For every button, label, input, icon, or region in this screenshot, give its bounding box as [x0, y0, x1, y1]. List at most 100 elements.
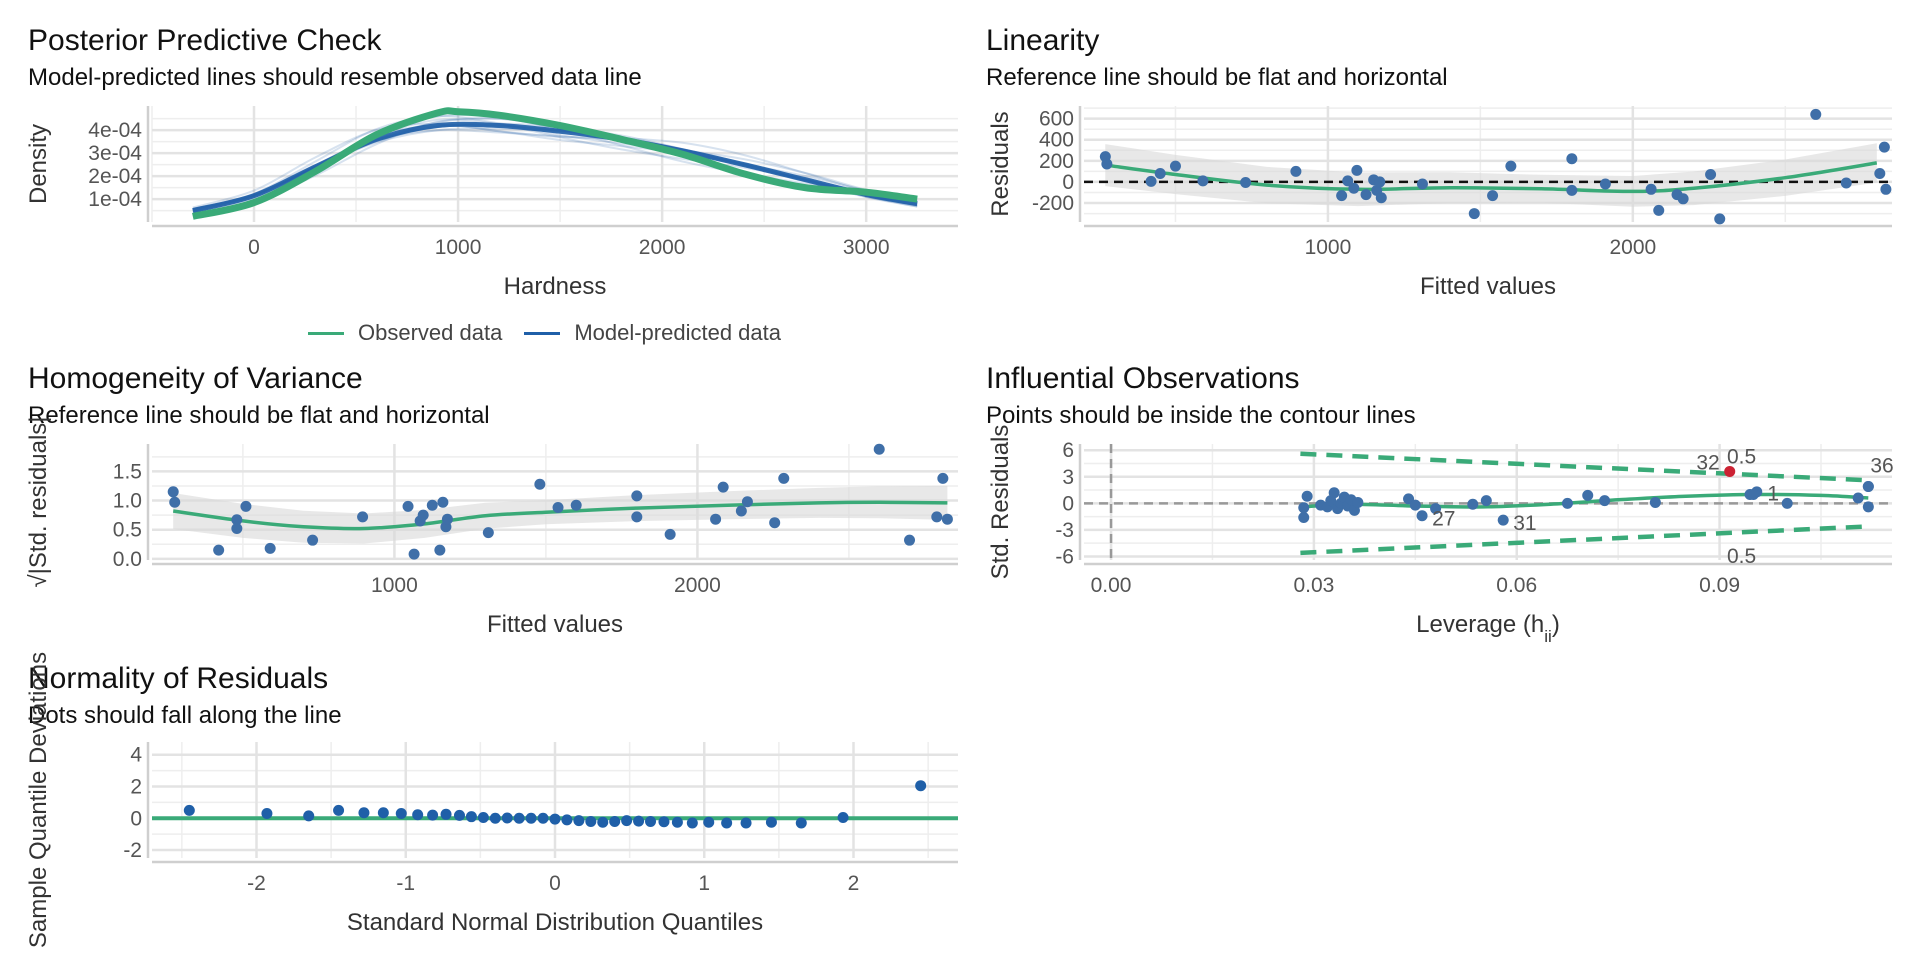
- linearity-point: [1566, 153, 1578, 165]
- normality-point: [765, 816, 777, 828]
- influential-ytick-label: -6: [1055, 545, 1074, 568]
- ppc-title: Posterior Predictive Check: [28, 24, 382, 57]
- homogeneity-ytick-label: 0.0: [113, 548, 142, 571]
- influential-labelled-point: [1416, 510, 1428, 522]
- homogeneity-point: [735, 505, 747, 517]
- influential-point: [1328, 487, 1340, 499]
- linearity-point: [1878, 141, 1890, 153]
- homogeneity-point: [169, 496, 181, 508]
- influential-point: [1430, 503, 1442, 515]
- influential-ytick-label: 6: [1062, 439, 1074, 462]
- ppc-legend: Observed data Model-predicted data: [308, 320, 803, 346]
- linearity-point: [1416, 178, 1428, 190]
- normality-point: [477, 811, 489, 823]
- influential-point-label: 31: [1513, 512, 1536, 535]
- influential-contour-line: [1300, 524, 1869, 556]
- influential-point-label: 27: [1432, 508, 1455, 531]
- linearity-point: [1342, 175, 1354, 187]
- normality-x-axis-label: Standard Normal Distribution Quantiles: [347, 909, 763, 936]
- homogeneity-ytick-label: 1.0: [113, 490, 142, 513]
- homogeneity-point: [570, 499, 582, 511]
- homogeneity-point: [873, 443, 885, 455]
- homogeneity-xtick-label: 2000: [674, 574, 721, 597]
- normality-y-axis-label: Sample Quantile Deviations: [25, 652, 52, 948]
- linearity-title: Linearity: [986, 24, 1100, 57]
- normality-point: [440, 808, 452, 820]
- linearity-ytick-label: -200: [1032, 192, 1074, 215]
- normality-point: [358, 807, 370, 819]
- normality-point: [609, 815, 621, 827]
- homogeneity-point: [240, 500, 252, 512]
- linearity-point: [1145, 175, 1157, 187]
- linearity-point: [1810, 108, 1822, 120]
- normality-title: Normality of Residuals: [28, 662, 329, 695]
- normality-point: [915, 780, 927, 792]
- influential-point: [1561, 497, 1573, 509]
- homogeneity-point: [417, 509, 429, 521]
- influential-point: [1582, 489, 1594, 501]
- normality-point: [645, 815, 657, 827]
- normality-point: [561, 814, 573, 826]
- influential-xtick-label: 0.00: [1091, 574, 1132, 597]
- normality-xtick-label: 0: [549, 872, 561, 895]
- homogeneity-point: [357, 511, 369, 523]
- influential-point: [1301, 490, 1313, 502]
- linearity-point: [1374, 176, 1386, 188]
- legend-item-predicted: Model-predicted data: [524, 320, 781, 346]
- influential-ytick-label: 0: [1062, 492, 1074, 515]
- normality-point: [377, 807, 389, 819]
- influential-point: [1409, 499, 1421, 511]
- influential-labelled-point: [1497, 514, 1509, 526]
- influential-title: Influential Observations: [986, 362, 1300, 395]
- normality-point: [183, 804, 195, 816]
- homogeneity-point: [426, 499, 438, 511]
- influential-point: [1862, 501, 1874, 513]
- ppc-ytick-label: 4e-04: [88, 119, 142, 142]
- homogeneity-point: [769, 517, 781, 529]
- ppc-predicted-draw-line: [192, 117, 918, 216]
- influential-trend-line: [1303, 492, 1869, 509]
- linearity-ytick-label: 0: [1062, 171, 1074, 194]
- linearity-point: [1566, 184, 1578, 196]
- legend-swatch-predicted: [524, 331, 561, 335]
- homogeneity-point: [213, 544, 225, 556]
- linearity-xtick-label: 1000: [1305, 236, 1352, 259]
- homogeneity-point: [264, 542, 276, 554]
- normality-point: [686, 817, 698, 829]
- homogeneity-point: [717, 481, 729, 493]
- normality-point: [633, 815, 645, 827]
- ppc-predicted-draw-line: [192, 115, 918, 210]
- homogeneity-point: [778, 472, 790, 484]
- linearity-point: [1154, 167, 1166, 179]
- normality-point: [549, 813, 561, 825]
- influential-labelled-point: [1747, 488, 1759, 500]
- linearity-point: [1348, 182, 1360, 194]
- linearity-point: [1880, 183, 1892, 195]
- ppc-xtick-label: 2000: [639, 236, 686, 259]
- homogeneity-point: [741, 496, 753, 508]
- normality-xtick-label: 1: [698, 872, 710, 895]
- normality-ytick-label: 0: [130, 807, 142, 830]
- homogeneity-title: Homogeneity of Variance: [28, 362, 363, 395]
- influential-point-label: 36: [1870, 455, 1893, 478]
- normality-point: [525, 812, 537, 824]
- linearity-point: [1705, 169, 1717, 181]
- normality-point: [585, 815, 597, 827]
- normality-point: [427, 809, 439, 821]
- influential-point: [1298, 511, 1310, 523]
- normality-point: [303, 810, 315, 822]
- linearity-confidence-band: [1105, 143, 1877, 207]
- ppc-x-axis-label: Hardness: [504, 273, 607, 300]
- normality-point: [489, 812, 501, 824]
- influential-point: [1852, 492, 1864, 504]
- influential-labelled-point: [1724, 465, 1736, 477]
- linearity-point: [1336, 190, 1348, 202]
- ppc-ytick-label: 3e-04: [88, 142, 142, 165]
- homogeneity-y-axis-label: √|Std. residuals|: [25, 416, 52, 587]
- linearity-point: [1197, 175, 1209, 187]
- normality-point: [671, 816, 683, 828]
- linearity-subtitle: Reference line should be flat and horizo…: [986, 64, 1448, 91]
- influential-x-axis-label: Leverage (hii): [1416, 611, 1560, 646]
- normality-point: [333, 804, 345, 816]
